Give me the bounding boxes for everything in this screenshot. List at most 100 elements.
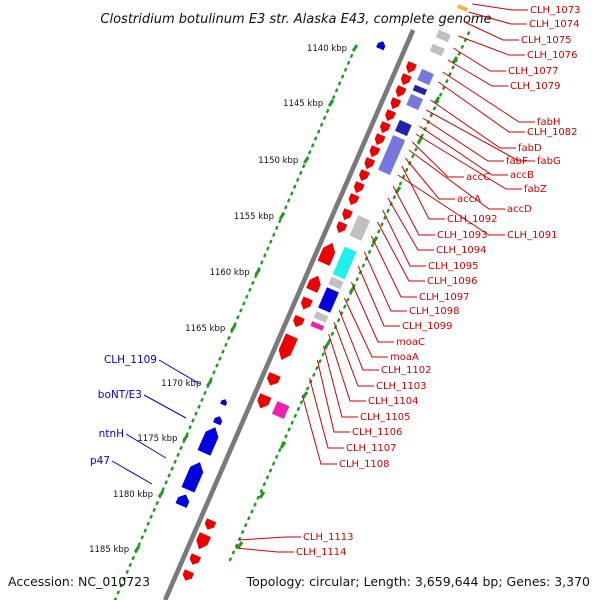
gene-arrow-reverse	[379, 120, 392, 134]
inner-dotted-track	[228, 28, 472, 562]
gene-feature-block	[271, 401, 290, 419]
gene-feature-block	[310, 321, 325, 331]
label-leader-line	[111, 460, 153, 485]
left-label-leaders	[111, 359, 201, 485]
gene-arrow-forward	[197, 426, 219, 456]
gene-label: moaC	[396, 337, 425, 348]
genome-backbone	[162, 29, 416, 600]
gene-label: CLH_1094	[436, 245, 487, 256]
gene-track-tick	[451, 56, 459, 64]
scale-tick-mark	[254, 268, 261, 276]
label-leader-line	[397, 174, 505, 236]
gene-arrow-reverse	[369, 144, 381, 158]
gene-label: fabZ	[524, 184, 547, 195]
scale-tick-mark	[278, 212, 286, 220]
label-leader-line	[338, 309, 379, 371]
label-leader-line	[301, 394, 337, 465]
label-leader-line	[401, 165, 445, 220]
scale-tick-mark	[206, 379, 213, 387]
gene-label: CLH_1103	[376, 381, 427, 392]
gene-label: accB	[510, 170, 534, 181]
scale-tick-mark	[182, 434, 189, 442]
gene-arrow-reverse	[182, 569, 195, 581]
scale-tick-mark	[230, 324, 237, 332]
gene-track-tick	[236, 541, 244, 549]
gene-label: CLH_1073	[530, 5, 581, 16]
gene-feature-block	[378, 135, 406, 175]
label-leader-line	[468, 11, 527, 25]
label-leader-line	[447, 59, 508, 87]
gene-feature-block	[412, 84, 428, 96]
gene-label: p47	[90, 455, 110, 467]
gene-label: fabF	[506, 156, 528, 167]
label-leader-line	[323, 345, 358, 418]
label-leader-line	[328, 333, 366, 402]
label-leader-line	[343, 297, 388, 358]
scale-tick-label: 1165 kbp	[185, 324, 225, 334]
gene-arrow-forward	[175, 494, 190, 509]
gene-arrow-reverse	[196, 531, 212, 550]
label-leader-line	[357, 265, 400, 327]
gene-feature-block	[435, 29, 451, 43]
label-leader-line	[408, 149, 505, 210]
gene-feature-block	[349, 215, 371, 241]
scale-tick-mark	[351, 44, 359, 52]
scale-tick-label: 1150 kbp	[258, 156, 298, 166]
gene-feature-block	[429, 43, 445, 57]
gene-arrow-reverse	[364, 156, 376, 170]
scale-tick-label: 1160 kbp	[210, 268, 250, 278]
gene-label: CLH_1106	[352, 427, 403, 438]
gene-arrow-forward	[219, 398, 228, 407]
gene-arrow-forward	[375, 40, 386, 51]
gene-label: boNT/E3	[98, 389, 142, 401]
gene-feature-block	[457, 4, 468, 12]
gene-label: fabG	[537, 156, 561, 167]
gene-arrow-reverse	[353, 180, 365, 194]
scale-tick-mark	[303, 156, 310, 164]
gene-track-tick	[279, 441, 287, 449]
scale-tick-label: 1180 kbp	[113, 490, 153, 500]
gene-arrow-reverse	[278, 333, 299, 361]
inner-tick-track	[228, 28, 472, 562]
gene-arrow-reverse	[400, 72, 412, 86]
gene-label: CLH_1075	[521, 35, 572, 46]
left-labels: CLH_1109 boNT/E3 ntnH p47	[90, 354, 157, 467]
label-leader-line	[239, 536, 301, 541]
gene-label: CLH_1079	[510, 81, 561, 92]
label-leader-line	[158, 359, 201, 385]
label-leader-line	[382, 209, 426, 267]
gene-feature-block	[328, 276, 344, 290]
label-leader-line	[442, 71, 535, 123]
gene-feature-block	[332, 246, 357, 280]
label-leader-line	[235, 547, 294, 553]
gene-arrow-reverse	[395, 84, 407, 98]
gene-feature-block	[395, 119, 412, 137]
label-leader-line	[370, 235, 417, 298]
gene-track-tick	[416, 136, 424, 144]
label-leader-line	[387, 197, 434, 251]
gene-feature-block	[417, 68, 434, 86]
label-leader-line	[438, 81, 525, 133]
gene-track-tick	[258, 491, 266, 499]
scale-dotted-line	[113, 53, 354, 600]
gene-label: CLH_1095	[428, 261, 479, 272]
scale-tick-label: 1185 kbp	[89, 545, 129, 555]
gene-arrow-reverse	[348, 192, 360, 206]
gene-label: CLH_1093	[437, 230, 488, 241]
gene-label: accA	[457, 194, 481, 205]
scale-tick-label: 1145 kbp	[283, 99, 323, 109]
gene-label: CLH_1107	[346, 443, 397, 454]
gene-label: CLH_1108	[339, 459, 390, 470]
label-leader-line	[316, 359, 350, 433]
gene-label: moaA	[390, 352, 419, 363]
gene-label: CLH_1102	[381, 365, 432, 376]
scale-tick-label: 1175 kbp	[137, 434, 177, 444]
gene-arrow-forward	[212, 415, 223, 426]
gene-label: CLH_1077	[508, 66, 559, 77]
label-leader-line	[125, 433, 167, 459]
label-leader-line	[430, 99, 516, 149]
scale-track: 1140 kbp 1145 kbp 1150 kbp 1155 kbp 1160 kbp…	[89, 44, 359, 600]
gene-arrow-reverse	[300, 296, 314, 310]
genome-backbone-highlight	[161, 29, 411, 600]
gene-label: CLH_1113	[303, 532, 354, 543]
